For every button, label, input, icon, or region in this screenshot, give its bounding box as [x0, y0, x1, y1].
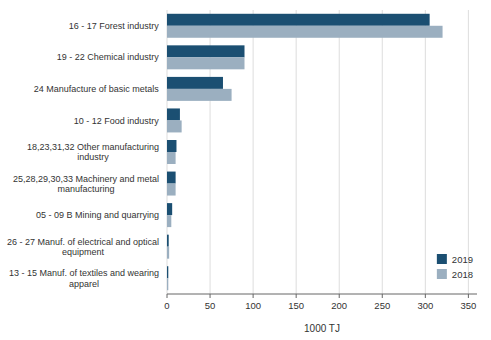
tick-mark [339, 294, 340, 298]
category-label: 13 - 15 Manuf. of textiles and wearingap… [9, 268, 159, 288]
tick-label: 0 [164, 300, 169, 311]
bar [167, 235, 169, 247]
bar [167, 120, 182, 132]
grid [167, 10, 468, 294]
category-label-line: apparel [69, 279, 99, 289]
tick-mark [382, 294, 383, 298]
bar [167, 26, 443, 38]
category-label-line: 05 - 09 B Mining and quarrying [36, 210, 159, 220]
category-label: 26 - 27 Manuf. of electrical and optical… [7, 237, 159, 257]
bar [167, 184, 176, 196]
legend-label: 2019 [452, 254, 473, 265]
category-label: 18,23,31,32 Other manufacturingindustry [27, 142, 159, 162]
category-label-line: 26 - 27 Manuf. of electrical and optical [7, 237, 159, 247]
bar [167, 77, 223, 89]
bar [167, 215, 171, 227]
tick-mark [296, 294, 297, 298]
category-label-line: 19 - 22 Chemical industry [57, 52, 160, 62]
category-label-line: 24 Manufacture of basic metals [34, 84, 160, 94]
tick-label: 50 [205, 300, 216, 311]
tick-label: 150 [288, 300, 304, 311]
bar [167, 45, 245, 57]
bar [167, 278, 168, 290]
category-labels: 13 - 15 Manuf. of textiles and wearingap… [7, 21, 159, 289]
grid-line [296, 10, 297, 294]
tick-mark [425, 294, 426, 298]
category-label-line: manufacturing [57, 184, 114, 194]
tick-label: 250 [374, 300, 390, 311]
bar [167, 152, 176, 164]
bar [167, 89, 232, 101]
tick-label: 100 [245, 300, 261, 311]
tick-mark [468, 294, 469, 298]
bars [167, 14, 443, 290]
category-label: 25,28,29,30,33 Machinery and metalmanufa… [13, 174, 159, 194]
legend-swatch [437, 254, 447, 264]
tick-label: 350 [460, 300, 476, 311]
chart-container: 13 - 15 Manuf. of textiles and wearingap… [0, 0, 491, 340]
tick-mark [253, 294, 254, 298]
tick-label: 200 [331, 300, 347, 311]
category-label: 16 - 17 Forest industry [69, 21, 160, 31]
bar [167, 203, 172, 215]
bar [167, 108, 180, 120]
bar [167, 57, 245, 69]
category-label-line: equipment [62, 247, 105, 257]
tick-label: 300 [417, 300, 433, 311]
x-axis-label: 1000 TJ [304, 323, 340, 334]
grid-line [382, 10, 383, 294]
grid-line [339, 10, 340, 294]
bar [167, 247, 169, 259]
category-label-line: 10 - 12 Food industry [74, 116, 160, 126]
category-label-line: 18,23,31,32 Other manufacturing [27, 142, 159, 152]
grid-line [253, 10, 254, 294]
x-axis-line [167, 294, 477, 295]
category-label-line: 25,28,29,30,33 Machinery and metal [13, 174, 159, 184]
x-ticks: 0 50 100 150 200 250 300 350 [164, 294, 476, 311]
category-label: 10 - 12 Food industry [74, 116, 160, 126]
bar [167, 172, 176, 184]
category-label: 19 - 22 Chemical industry [57, 52, 160, 62]
chart-svg: 13 - 15 Manuf. of textiles and wearingap… [0, 0, 491, 340]
bar [167, 140, 176, 152]
category-label-line: industry [77, 152, 109, 162]
tick-mark [167, 294, 168, 298]
category-label: 05 - 09 B Mining and quarrying [36, 210, 159, 220]
legend: 2019 2018 [437, 254, 473, 280]
bar [167, 14, 430, 26]
tick-mark [210, 294, 211, 298]
category-label-line: 16 - 17 Forest industry [69, 21, 160, 31]
bar [167, 266, 168, 278]
grid-line [425, 10, 426, 294]
category-label-line: 13 - 15 Manuf. of textiles and wearing [9, 268, 159, 278]
category-label: 24 Manufacture of basic metals [34, 84, 160, 94]
grid-line [468, 10, 469, 294]
legend-swatch [437, 269, 447, 279]
legend-label: 2018 [452, 269, 473, 280]
